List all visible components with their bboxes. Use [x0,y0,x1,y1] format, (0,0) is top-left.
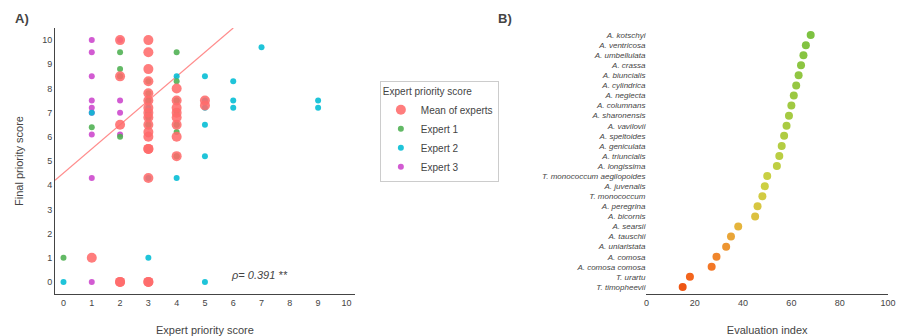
svg-text:9: 9 [316,298,321,308]
svg-text:6: 6 [231,298,236,308]
svg-text:60: 60 [786,298,796,308]
svg-text:A. crassa: A. crassa [611,61,646,70]
svg-text:T. timopheevii: T. timopheevii [596,283,645,292]
svg-text:A. peregrina: A. peregrina [601,202,646,211]
svg-text:Evaluation index: Evaluation index [727,324,808,336]
svg-text:10: 10 [42,35,52,45]
svg-text:A. comosa: A. comosa [607,253,646,262]
svg-text:Mean of experts: Mean of experts [421,105,493,116]
svg-text:A. biuncialis: A. biuncialis [602,71,646,80]
svg-text:9: 9 [47,59,52,69]
svg-text:A. neglecta: A. neglecta [604,91,646,100]
svg-text:A. kotschyi: A. kotschyi [606,31,646,40]
svg-text:Expert priority score: Expert priority score [383,86,472,97]
svg-text:A. cylindrica: A. cylindrica [601,81,646,90]
svg-text:20: 20 [690,298,700,308]
svg-text:ρ= 0.391 **: ρ= 0.391 ** [231,269,288,281]
svg-text:T. urartu: T. urartu [616,273,646,282]
svg-text:4: 4 [47,180,52,190]
svg-text:2: 2 [47,229,52,239]
svg-text:A. tauschii: A. tauschii [608,232,646,241]
svg-text:8: 8 [47,84,52,94]
svg-text:A): A) [15,11,29,26]
svg-text:Expert 3: Expert 3 [421,162,459,173]
svg-text:4: 4 [174,298,179,308]
svg-text:Expert 1: Expert 1 [421,124,459,135]
svg-text:8: 8 [287,298,292,308]
svg-text:T. monococcum aegilopoides: T. monococcum aegilopoides [542,172,645,181]
svg-text:T. monococcum: T. monococcum [589,192,646,201]
svg-text:0: 0 [47,277,52,287]
svg-text:A. columnans: A. columnans [596,101,645,110]
svg-text:A. comosa comosa: A. comosa comosa [576,263,646,272]
svg-text:B): B) [498,11,512,26]
svg-text:A. speltoides: A. speltoides [599,132,646,141]
svg-text:Final priority score: Final priority score [13,116,25,206]
svg-text:A. juvenalis: A. juvenalis [604,182,646,191]
svg-text:A. ventricosa: A. ventricosa [598,41,646,50]
svg-text:7: 7 [259,298,264,308]
svg-text:A. umbellulata: A. umbellulata [594,51,646,60]
svg-text:10: 10 [341,298,351,308]
svg-text:1: 1 [89,298,94,308]
svg-text:7: 7 [47,108,52,118]
svg-text:A. sharonensis: A. sharonensis [592,111,646,120]
svg-text:3: 3 [47,205,52,215]
svg-text:A. bicornis: A. bicornis [607,212,645,221]
svg-text:3: 3 [146,298,151,308]
svg-text:100: 100 [880,298,895,308]
svg-text:6: 6 [47,132,52,142]
svg-text:0: 0 [61,298,66,308]
svg-text:80: 80 [835,298,845,308]
svg-text:0: 0 [644,298,649,308]
svg-text:2: 2 [118,298,123,308]
svg-text:5: 5 [47,156,52,166]
svg-text:1: 1 [47,253,52,263]
svg-text:A. geniculata: A. geniculata [598,142,646,151]
svg-text:A. longissima: A. longissima [597,162,646,171]
svg-text:A. searsii: A. searsii [612,222,646,231]
svg-text:A. triuncialis: A. triuncialis [601,152,645,161]
svg-text:Expert priority score: Expert priority score [156,324,254,336]
svg-text:40: 40 [738,298,748,308]
svg-text:A. vavilovii: A. vavilovii [607,122,646,131]
svg-text:Expert 2: Expert 2 [421,143,459,154]
svg-text:A. uniaristata: A. uniaristata [598,242,646,251]
svg-text:5: 5 [202,298,207,308]
